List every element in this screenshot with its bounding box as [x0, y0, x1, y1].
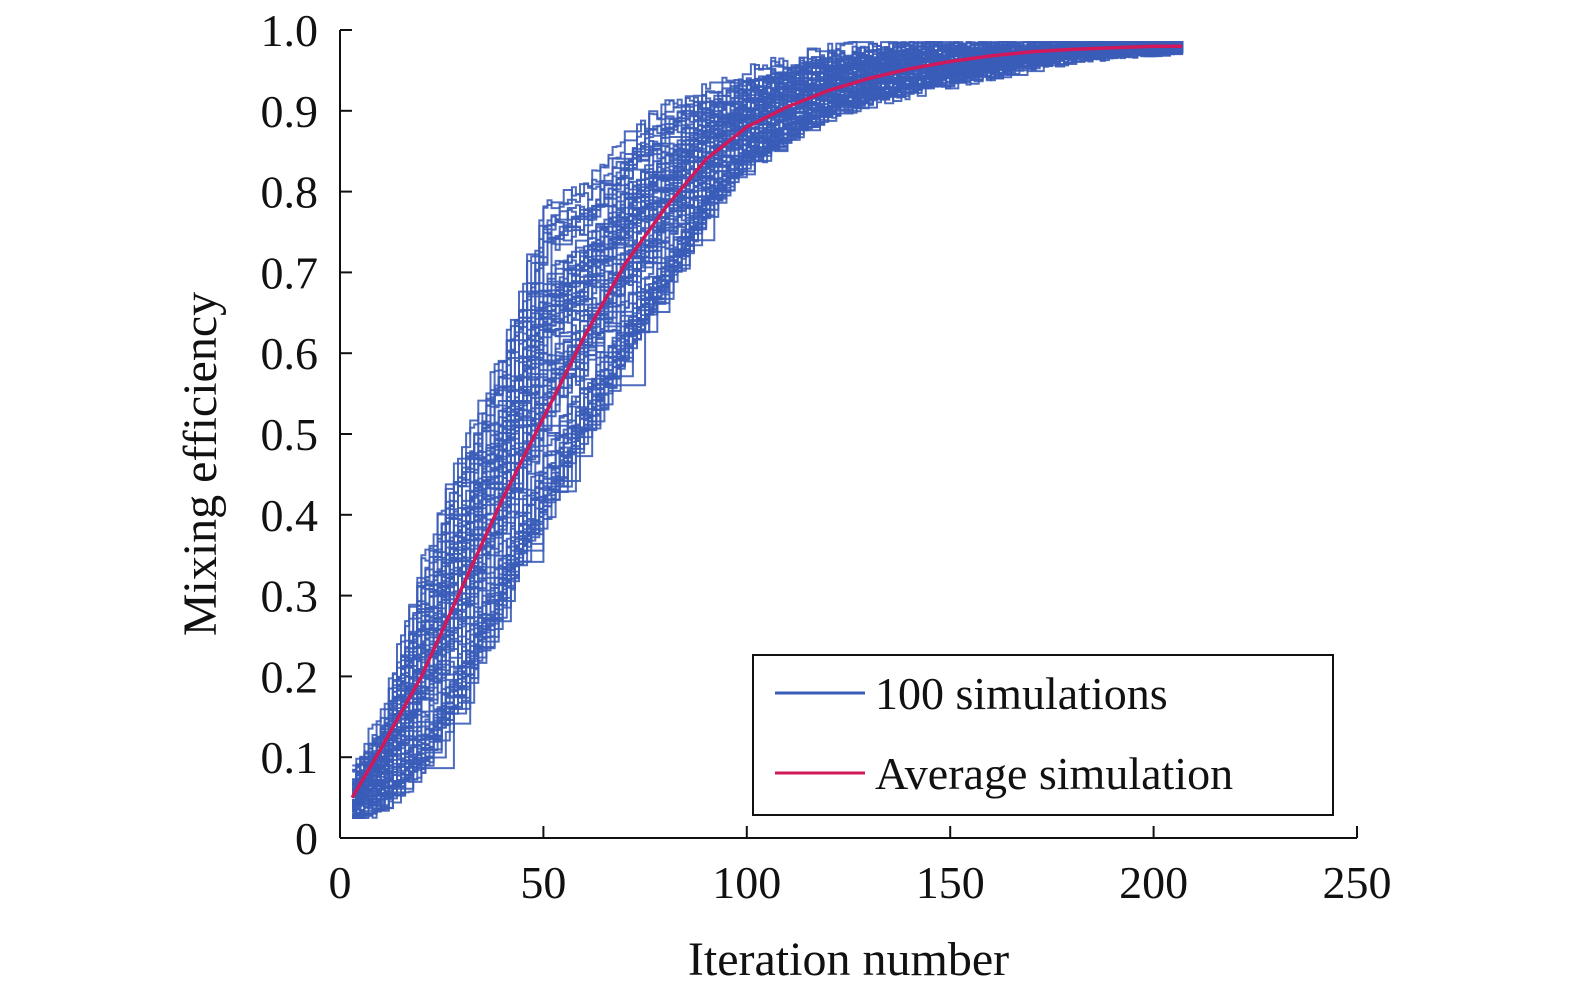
- x-tick-label: 250: [1323, 857, 1392, 908]
- legend-label-average: Average simulation: [875, 748, 1233, 799]
- y-tick-label: 0.4: [261, 490, 319, 541]
- simulation-line: [352, 41, 1183, 819]
- axes: 0 0.1 0.2 0.3 0.4 0.5 0.6 0.7 0.8 0.9 1.0 0 50 100 150…: [261, 5, 1392, 908]
- x-axis-label: Iteration number: [688, 933, 1009, 986]
- x-tick-label: 200: [1119, 857, 1188, 908]
- y-tick-label: 0.1: [261, 732, 319, 783]
- simulation-line: [352, 41, 1184, 804]
- x-tick-label: 100: [712, 857, 781, 908]
- x-tick-label: 0: [329, 857, 352, 908]
- simulation-line: [352, 41, 1184, 786]
- y-tick-label: 0.6: [261, 328, 319, 379]
- legend: 100 simulations Average simulation: [752, 654, 1334, 816]
- legend-label-simulations: 100 simulations: [875, 668, 1168, 719]
- plot-area: [350, 41, 1184, 819]
- y-tick-label: 0.7: [261, 247, 319, 298]
- y-tick-label: 0.9: [261, 86, 319, 137]
- average-simulation-line: [350, 44, 1183, 799]
- x-tick-label: 150: [916, 857, 985, 908]
- y-tick-label: 0: [295, 813, 318, 864]
- y-tick-label: 1.0: [261, 5, 319, 56]
- y-tick-label: 0.2: [261, 651, 319, 702]
- legend-box: [752, 654, 1334, 816]
- y-axis-label: Mixing efficiency: [174, 292, 227, 636]
- y-tick-label: 0.8: [261, 167, 319, 218]
- y-tick-label: 0.5: [261, 409, 319, 460]
- x-tick-label: 50: [520, 857, 566, 908]
- simulation-line: [352, 41, 1184, 790]
- y-tick-label: 0.3: [261, 571, 319, 622]
